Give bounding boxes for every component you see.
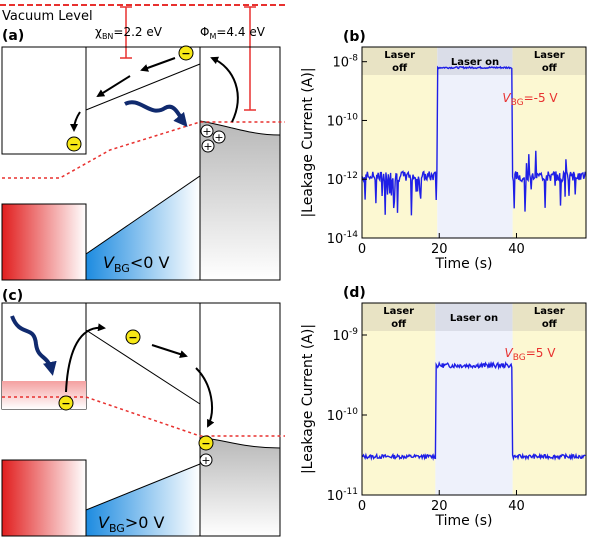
y-tick-label: 10-14 [327,230,359,247]
x-axis-label: Time (s) [435,513,493,529]
electron-icon: − [198,435,214,451]
panel-c-label: (c) [2,288,23,304]
y-tick-label: 10-9 [332,327,358,344]
electron-icon: − [58,395,74,411]
hole-icon: + [200,124,214,138]
region-background [362,47,438,238]
svg-text:−: − [128,331,137,344]
region-background [435,303,513,495]
svg-text:+: + [203,140,212,153]
region-header [437,47,513,75]
chart-b: (b) Laser off Laser on Laser off 0 20 40 10-14 10-… [300,29,587,272]
region-background [512,303,586,495]
y-tick-label: 10-10 [327,112,359,129]
vacuum-level-label: Vacuum Level [2,9,93,24]
region-label: Laser on [451,57,499,68]
region-header [512,303,586,331]
chi-bn-label: χBN=2.2 eV [95,25,163,41]
x-tick-label: 20 [431,242,448,257]
fermi-level-line [2,396,285,437]
metal-filled-states [199,120,281,281]
region-label: Laser [384,50,415,61]
plot-frame [361,46,587,239]
electron-icon: − [66,136,82,152]
region-background [362,303,436,495]
region-label: Laser [534,50,565,61]
fermi-level-line [2,121,285,179]
hole-icon: + [212,130,226,144]
y-tick-label: 10-10 [327,407,359,424]
hbn-conduction-band [85,302,201,405]
x-tick-label: 40 [508,242,525,257]
svg-text:+: + [214,131,223,144]
electron-arrow [210,56,239,123]
photon-arrow [124,100,188,128]
panel-label: (b) [343,29,366,45]
x-axis-label: Time (s) [435,256,493,272]
region-label: Laser [383,306,414,317]
x-tick-label: 0 [358,499,366,514]
hole-icon: + [199,453,213,467]
region-label: off [542,63,558,74]
electron-arrow [65,323,106,393]
filled-states-red [2,381,86,409]
panel-label: (d) [343,285,366,301]
electron-arrow [195,367,215,428]
electron-icon: − [125,329,141,345]
panel-a: Vacuum Level (a) χBN=2.2 eV ΦM=4.4 eV − [0,4,285,281]
valence-band-red [1,459,87,537]
panel-c: (c) − − − + VBG>0 V [1,288,285,537]
electron-icon: − [178,45,194,61]
region-background [437,47,513,238]
bias-annotation: VBG=5 V [505,346,557,363]
svg-text:−: − [69,138,78,151]
electron-arrow [140,57,176,72]
bias-annotation: VBG=-5 V [502,91,558,108]
electron-arrow [151,344,188,358]
data-series-line [361,65,586,216]
y-axis-label: |Leakage Current (A)| [300,324,316,474]
photon-arrow [10,315,57,376]
region-label: Laser [534,306,565,317]
region-header [362,303,436,331]
region-header [435,303,513,331]
vbg-negative-label: VBG<0 V [103,253,170,275]
vbg-positive-label: VBG>0 V [98,513,165,535]
region-header [362,47,438,75]
chart-d: (d) Laser off Laser on Laser off 0 20 40 10-11 10-… [300,285,587,529]
y-tick-label: 10-11 [327,487,358,504]
region-label: Laser on [450,313,498,324]
region-label: off [391,319,407,330]
svg-text:−: − [181,47,190,60]
region-label: off [392,63,408,74]
x-tick-label: 40 [508,499,525,514]
hole-icon: + [201,139,215,153]
electron-arrow [70,111,81,132]
y-tick-label: 10-8 [332,54,358,71]
x-tick-label: 20 [431,499,448,514]
svg-text:−: − [61,397,70,410]
phi-m-label: ΦM=4.4 eV [200,25,266,41]
electron-arrow [96,75,131,98]
region-header [512,47,586,75]
plot-frame [361,302,587,496]
region-label: off [542,319,558,330]
metal-filled-states [199,437,281,537]
region-background [512,47,586,238]
data-series-line [361,360,586,462]
svg-text:−: − [201,437,210,450]
y-tick-label: 10-12 [327,171,358,188]
y-axis-label: |Leakage Current (A)| [300,67,316,217]
panel-a-label: (a) [2,28,24,44]
valence-band-red [1,203,87,281]
svg-text:+: + [202,125,211,138]
svg-text:+: + [201,454,210,467]
x-tick-label: 0 [358,242,366,257]
